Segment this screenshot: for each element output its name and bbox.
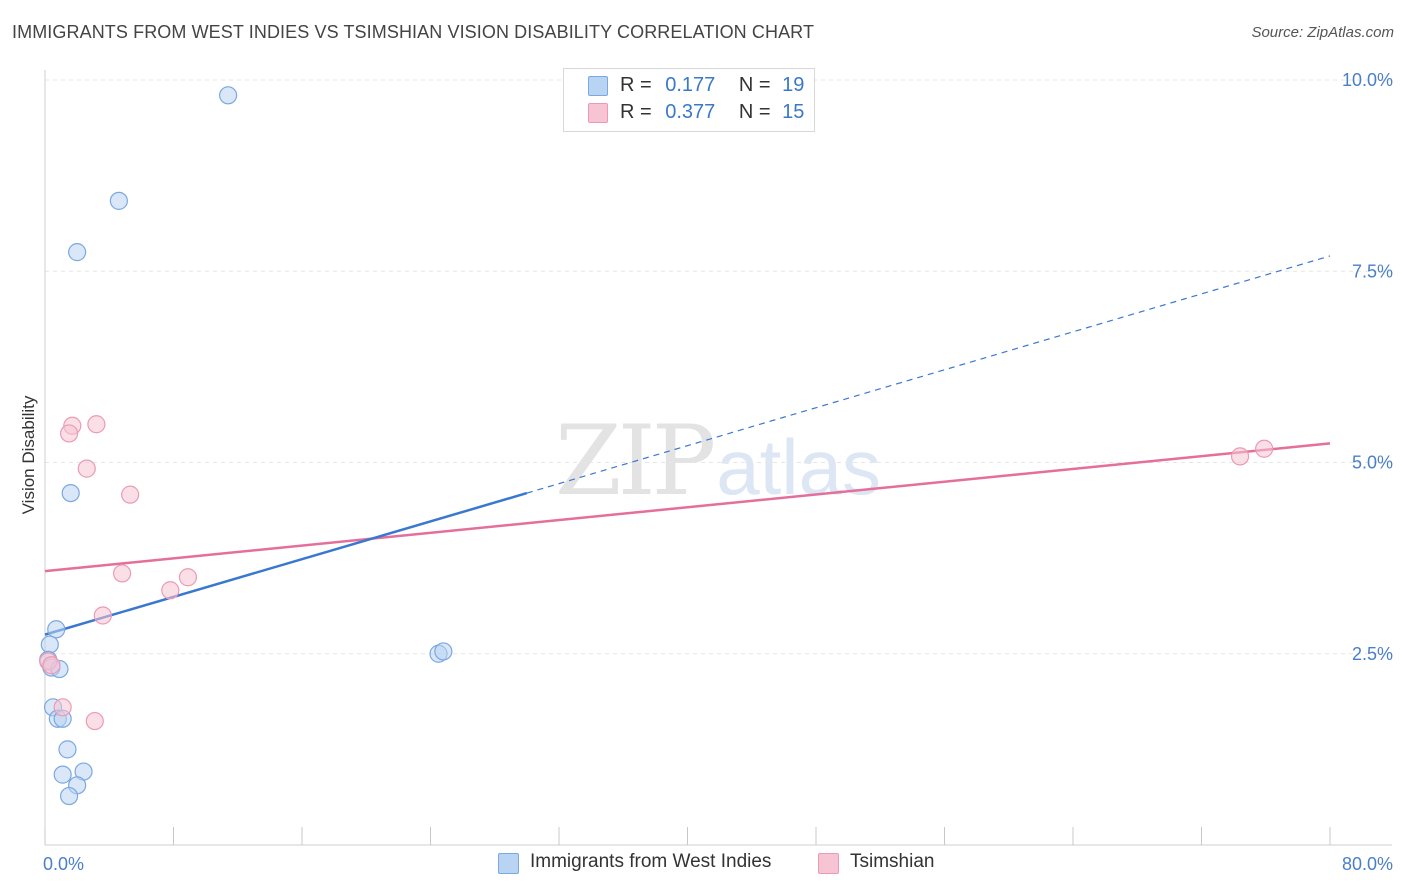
tsimshian-point bbox=[93, 606, 112, 625]
legend-swatch-pink bbox=[588, 103, 608, 123]
y-tick-label: 7.5% bbox=[1352, 261, 1393, 281]
r-value: 0.377 bbox=[665, 101, 716, 123]
legend-swatch-blue bbox=[588, 76, 608, 96]
y-tick-label: 5.0% bbox=[1352, 453, 1393, 473]
y-axis-label: Vision Disability bbox=[19, 395, 38, 514]
n-value: 15 bbox=[782, 101, 805, 123]
west-indies-point bbox=[40, 635, 59, 654]
legend-row-text: R = 0.377 N = 15 bbox=[620, 101, 804, 124]
tsimshian-point bbox=[112, 564, 132, 583]
tsimshian-point bbox=[178, 568, 198, 587]
west-indies-point bbox=[53, 765, 72, 784]
chart-title: IMMIGRANTS FROM WEST INDIES VS TSIMSHIAN… bbox=[12, 22, 815, 42]
y-tick-label: 10.0% bbox=[1342, 70, 1393, 90]
r-label: R = bbox=[620, 101, 652, 123]
west-indies-trend-extension bbox=[526, 255, 1331, 494]
axes bbox=[44, 70, 1392, 846]
west-indies-point bbox=[68, 243, 87, 262]
legend-label: Immigrants from West Indies bbox=[530, 851, 772, 872]
tsimshian-point bbox=[121, 485, 140, 504]
west-indies-point bbox=[58, 740, 77, 759]
tsimshian-point bbox=[161, 581, 180, 600]
n-label: N = bbox=[738, 74, 771, 96]
r-label: R = bbox=[620, 74, 652, 96]
legend-swatch-blue bbox=[498, 853, 519, 874]
tsimshian-point bbox=[59, 424, 79, 443]
legend-row-text: R = 0.177 N = 19 bbox=[620, 74, 804, 97]
y-tick-label: 2.5% bbox=[1352, 644, 1393, 664]
west-indies-point bbox=[219, 86, 238, 105]
tsimshian-point bbox=[85, 711, 104, 731]
x-tick-label: 0.0% bbox=[43, 854, 84, 874]
tsimshian-point bbox=[77, 459, 96, 478]
west-indies-trend-line bbox=[44, 491, 528, 636]
tick-labels: 2.5% 5.0% 7.5% 10.0% 0.0% 80.0% bbox=[43, 70, 1393, 874]
x-tick-label: 80.0% bbox=[1342, 854, 1393, 874]
data-points bbox=[39, 86, 1274, 806]
west-indies-point bbox=[434, 642, 453, 661]
tsimshian-trend-line bbox=[44, 442, 1331, 573]
gridlines bbox=[45, 79, 1392, 655]
tsimshian-point bbox=[87, 415, 106, 434]
west-indies-point bbox=[47, 620, 66, 639]
tsimshian-point bbox=[53, 698, 72, 717]
tsimshian-point bbox=[42, 656, 61, 675]
legend-label: Tsimshian bbox=[850, 851, 935, 872]
correlation-legend: R = 0.177 N = 19 R = 0.377 N = 15 bbox=[563, 68, 815, 132]
n-label: N = bbox=[738, 101, 771, 123]
west-indies-point bbox=[109, 191, 128, 210]
n-value: 19 bbox=[782, 74, 805, 96]
west-indies-point bbox=[61, 484, 80, 503]
west-indies-point bbox=[59, 786, 79, 806]
source-credit: Source: ZipAtlas.com bbox=[1251, 24, 1394, 41]
trend-lines bbox=[44, 255, 1331, 636]
r-value: 0.177 bbox=[665, 74, 716, 96]
tsimshian-point bbox=[1255, 439, 1274, 458]
legend-swatch-pink bbox=[818, 853, 839, 874]
tsimshian-point bbox=[1230, 447, 1250, 466]
